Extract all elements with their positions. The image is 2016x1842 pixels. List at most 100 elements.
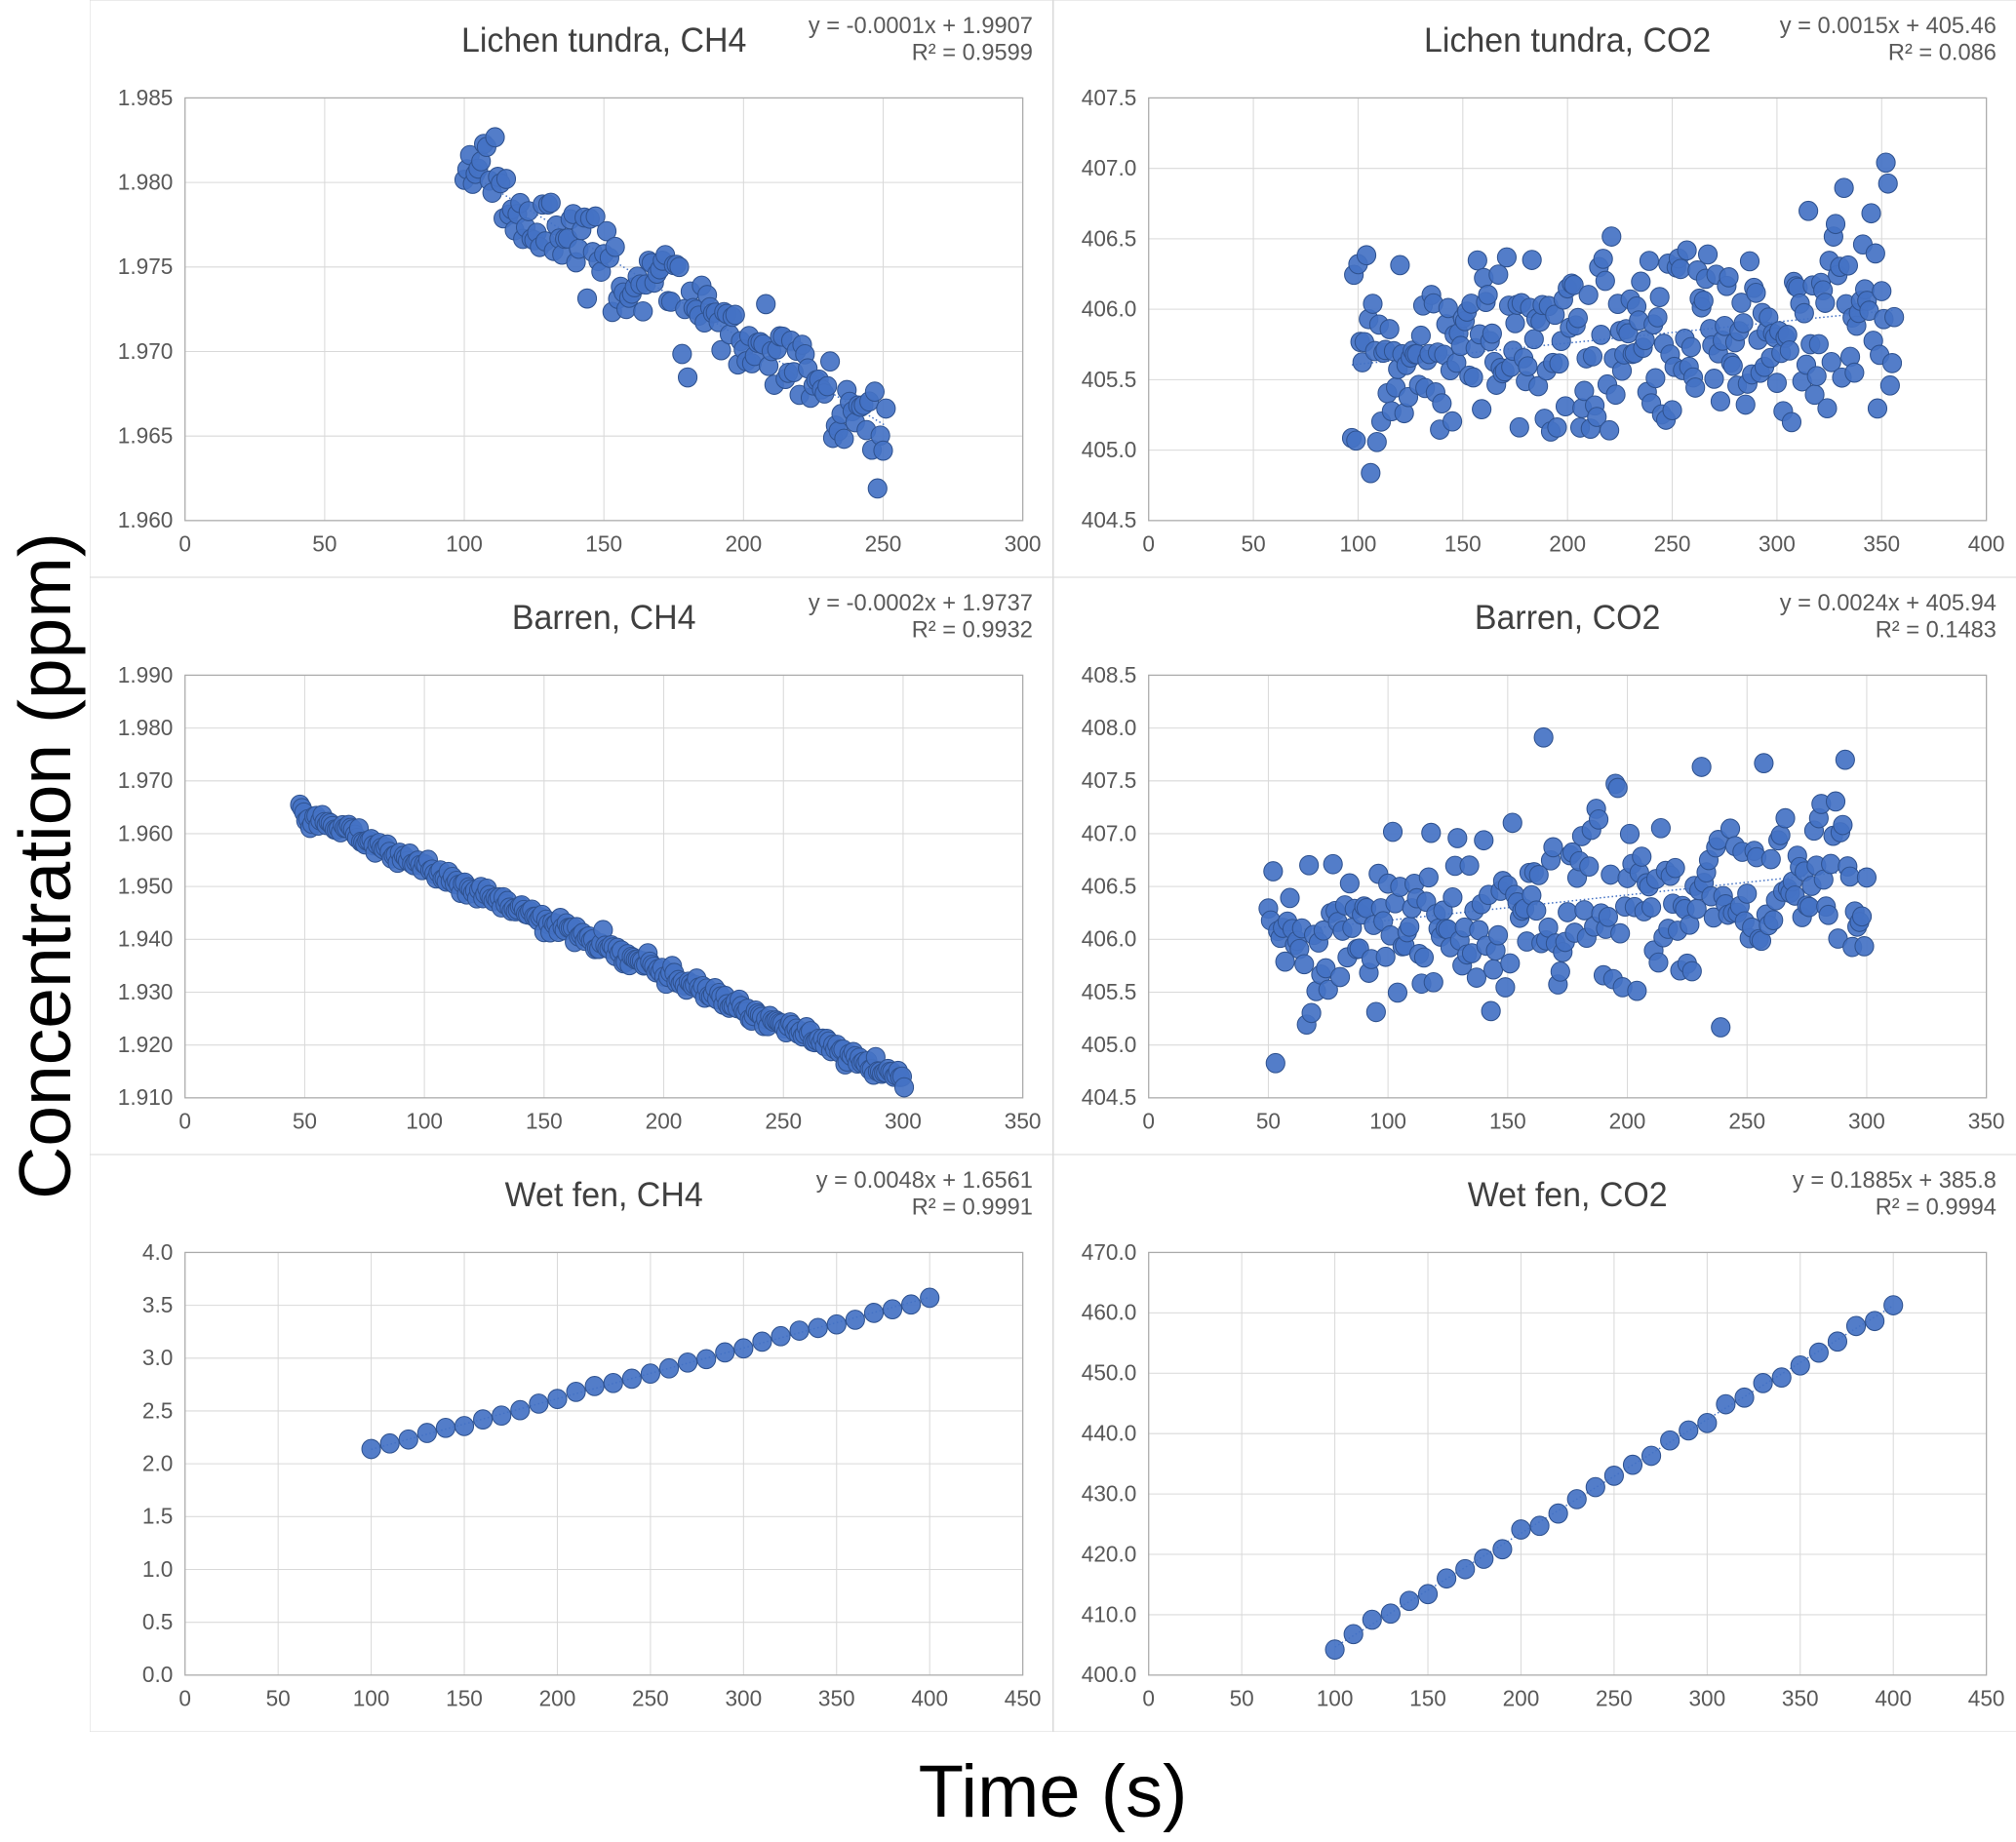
svg-text:404.5: 404.5 [1081,507,1136,532]
svg-text:300: 300 [885,1108,922,1133]
svg-text:1.910: 1.910 [118,1084,174,1110]
svg-text:y = 0.1885x + 385.8: y = 0.1885x + 385.8 [1792,1167,1996,1194]
svg-text:400: 400 [911,1685,948,1710]
svg-text:1.970: 1.970 [118,767,174,793]
svg-text:405.5: 405.5 [1081,366,1136,391]
svg-text:50: 50 [1241,530,1265,556]
svg-text:404.5: 404.5 [1081,1084,1136,1110]
svg-text:4.0: 4.0 [142,1239,173,1265]
svg-text:0.0: 0.0 [142,1662,173,1687]
svg-text:200: 200 [725,530,762,556]
svg-text:200: 200 [1549,530,1586,556]
svg-text:1.975: 1.975 [118,254,174,279]
svg-text:Lichen tundra, CO2: Lichen tundra, CO2 [1424,21,1711,59]
svg-text:150: 150 [446,1685,483,1710]
svg-text:0: 0 [178,1685,191,1710]
svg-text:0: 0 [178,530,191,556]
svg-text:300: 300 [725,1685,762,1710]
svg-text:0: 0 [178,1108,191,1133]
svg-text:1.930: 1.930 [118,979,174,1004]
svg-text:405.0: 405.0 [1081,437,1136,462]
svg-text:1.5: 1.5 [142,1503,173,1528]
svg-text:Barren, CH4: Barren, CH4 [512,599,696,637]
svg-text:300: 300 [1688,1685,1725,1710]
svg-text:150: 150 [526,1108,563,1133]
svg-text:50: 50 [1255,1108,1280,1133]
svg-text:1.985: 1.985 [118,85,174,110]
svg-text:2.5: 2.5 [142,1397,173,1423]
svg-text:250: 250 [1653,530,1690,556]
svg-text:405.5: 405.5 [1081,979,1136,1004]
svg-text:y = 0.0015x + 405.46: y = 0.0015x + 405.46 [1779,13,1996,39]
svg-text:300: 300 [1005,530,1042,556]
svg-text:350: 350 [1967,1108,2004,1133]
svg-text:440.0: 440.0 [1081,1420,1136,1445]
svg-text:R² = 0.9991: R² = 0.9991 [912,1194,1033,1220]
svg-text:407.0: 407.0 [1081,820,1136,845]
svg-text:100: 100 [353,1685,390,1710]
svg-text:406.5: 406.5 [1081,873,1136,898]
svg-text:0: 0 [1142,1108,1155,1133]
svg-text:50: 50 [1229,1685,1253,1710]
svg-text:R² = 0.086: R² = 0.086 [1887,39,1996,65]
svg-text:350: 350 [1863,530,1900,556]
svg-text:y = -0.0001x + 1.9907: y = -0.0001x + 1.9907 [809,13,1033,39]
svg-text:100: 100 [446,530,483,556]
svg-text:R² = 0.1483: R² = 0.1483 [1875,616,1996,643]
svg-text:450: 450 [1967,1685,2004,1710]
svg-text:150: 150 [585,530,622,556]
svg-text:y = 0.0024x + 405.94: y = 0.0024x + 405.94 [1779,590,1996,616]
svg-text:R² = 0.9599: R² = 0.9599 [912,39,1033,65]
svg-text:1.0: 1.0 [142,1556,173,1582]
svg-text:300: 300 [1848,1108,1885,1133]
svg-text:406.0: 406.0 [1081,295,1136,321]
svg-text:3.0: 3.0 [142,1345,173,1370]
svg-text:R² = 0.9932: R² = 0.9932 [912,616,1033,643]
svg-text:y = 0.0048x + 1.6561: y = 0.0048x + 1.6561 [816,1167,1033,1194]
svg-text:0.5: 0.5 [142,1609,173,1634]
svg-text:470.0: 470.0 [1081,1239,1136,1265]
svg-text:450.0: 450.0 [1081,1359,1136,1385]
svg-text:1.960: 1.960 [118,507,174,532]
svg-text:460.0: 460.0 [1081,1299,1136,1324]
svg-text:406.0: 406.0 [1081,925,1136,951]
svg-text:430.0: 430.0 [1081,1480,1136,1506]
svg-text:1.960: 1.960 [118,820,174,845]
svg-text:1.980: 1.980 [118,169,174,194]
svg-text:Lichen tundra, CH4: Lichen tundra, CH4 [461,21,746,59]
svg-text:y = -0.0002x + 1.9737: y = -0.0002x + 1.9737 [809,590,1033,616]
svg-text:450: 450 [1005,1685,1042,1710]
svg-text:50: 50 [312,530,336,556]
svg-text:1.965: 1.965 [118,422,174,448]
svg-text:250: 250 [765,1108,802,1133]
svg-text:150: 150 [1409,1685,1446,1710]
svg-text:1.980: 1.980 [118,715,174,740]
svg-text:250: 250 [1728,1108,1765,1133]
svg-text:100: 100 [1369,1108,1406,1133]
svg-text:407.5: 407.5 [1081,767,1136,793]
svg-text:250: 250 [1596,1685,1633,1710]
svg-text:350: 350 [1781,1685,1818,1710]
svg-text:407.5: 407.5 [1081,85,1136,110]
svg-text:400: 400 [1967,530,2004,556]
svg-text:1.990: 1.990 [118,662,174,687]
svg-text:150: 150 [1488,1108,1525,1133]
svg-text:406.5: 406.5 [1081,225,1136,251]
svg-text:1.970: 1.970 [118,338,174,364]
svg-text:405.0: 405.0 [1081,1032,1136,1057]
svg-text:100: 100 [406,1108,443,1133]
svg-text:400.0: 400.0 [1081,1662,1136,1687]
svg-text:Wet fen, CH4: Wet fen, CH4 [505,1176,703,1214]
svg-text:408.5: 408.5 [1081,662,1136,687]
svg-text:350: 350 [1005,1108,1042,1133]
svg-text:Barren, CO2: Barren, CO2 [1474,599,1659,637]
svg-text:250: 250 [632,1685,669,1710]
svg-text:408.0: 408.0 [1081,715,1136,740]
svg-text:420.0: 420.0 [1081,1541,1136,1566]
svg-text:407.0: 407.0 [1081,155,1136,180]
svg-text:200: 200 [646,1108,683,1133]
svg-text:3.5: 3.5 [142,1292,173,1317]
svg-text:100: 100 [1339,530,1376,556]
svg-text:150: 150 [1443,530,1481,556]
svg-text:1.940: 1.940 [118,925,174,951]
